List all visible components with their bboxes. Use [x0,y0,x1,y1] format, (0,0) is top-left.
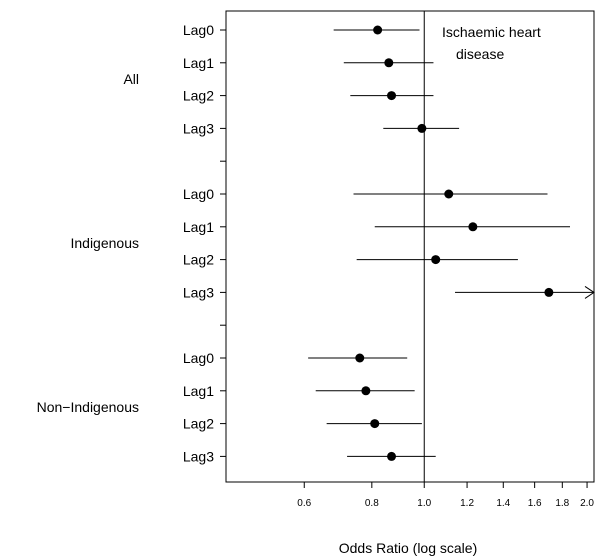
odds-ratio-point [387,91,397,101]
x-tick-label: 1.6 [528,498,542,509]
odds-ratio-point [384,58,394,68]
annotation-line-2: disease [456,46,504,62]
y-tick-label: Lag0 [183,22,214,38]
x-tick-label: 0.8 [365,498,379,509]
annotation-line-1: Ischaemic heart [442,24,541,40]
odds-ratio-point [417,123,427,133]
y-tick-label: Lag0 [183,350,214,366]
x-tick-label: 1.2 [460,498,474,509]
x-tick-label: 0.6 [297,498,311,509]
y-tick-label: Lag2 [183,416,214,432]
odds-ratio-point [373,25,383,35]
odds-ratio-point [361,386,371,396]
plot-frame [225,10,595,483]
x-tick-label: 1.8 [555,498,569,509]
odds-ratio-point [444,189,454,199]
odds-ratio-point [468,222,478,232]
x-tick-label: 1.0 [417,498,431,509]
y-tick-label: Lag1 [183,383,214,399]
y-tick-label: Lag2 [183,88,214,104]
group-label: Indigenous [70,235,139,251]
y-tick-label: Lag3 [183,448,214,464]
y-tick-label: Lag2 [183,252,214,268]
odds-ratio-point [387,451,397,461]
odds-ratio-point [355,353,365,363]
odds-ratio-point [431,255,441,265]
group-label: Non−Indigenous [37,399,139,415]
y-tick-label: Lag1 [183,55,214,71]
y-tick-label: Lag1 [183,219,214,235]
odds-ratio-point [370,419,380,429]
x-axis: 0.6 0.8 1.0 1.2 1.4 1.6 1.8 2.0 [297,482,594,509]
odds-ratio-point [544,287,554,297]
y-tick-label: Lag3 [183,120,214,136]
x-tick-label: 1.4 [496,498,510,509]
group-label: All [123,71,139,87]
y-tick-label: Lag3 [183,284,214,300]
y-tick-label: Lag0 [183,186,214,202]
x-axis-title: Odds Ratio (log scale) [339,540,478,556]
x-tick-label: 2.0 [580,498,594,509]
ci-truncation-arrow [584,285,595,299]
